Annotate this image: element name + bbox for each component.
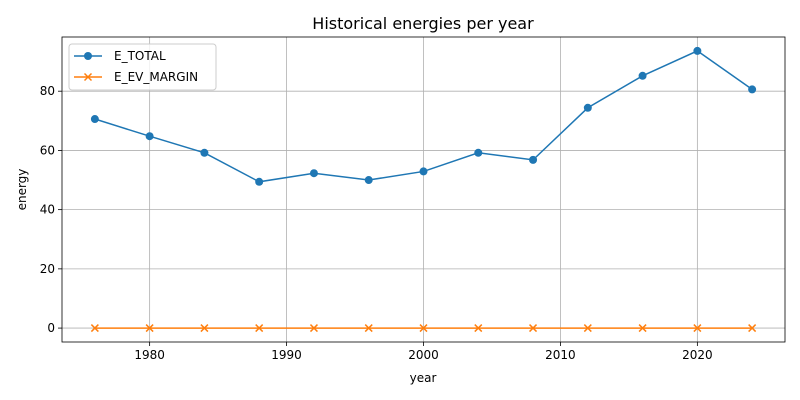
x-tick-label: 2020	[682, 348, 713, 362]
legend-box	[68, 43, 217, 91]
legend-marker	[83, 72, 93, 82]
y-tick-label: 80	[40, 84, 55, 98]
data-point-e-ev-margin	[200, 324, 209, 333]
chart-title: Historical energies per year	[312, 14, 534, 33]
data-point-e-ev-margin	[529, 324, 538, 333]
data-point-e-ev-margin	[693, 324, 702, 333]
data-point-e-total	[90, 115, 99, 124]
x-tick-label: 2000	[408, 348, 439, 362]
y-axis-ticks: 0 20 40 60 80	[40, 84, 62, 335]
data-point-e-total	[748, 85, 757, 94]
data-point-e-total	[309, 169, 318, 178]
x-axis-ticks: 1980 1990 2000 2010 2020	[134, 342, 713, 362]
y-tick-label: 0	[47, 321, 55, 335]
data-point-e-ev-margin	[309, 324, 318, 333]
legend-item-e-total: E_TOTAL	[74, 49, 166, 63]
data-point-e-total	[583, 103, 592, 112]
legend-label: E_EV_MARGIN	[114, 70, 198, 84]
legend-item-e-ev-margin: E_EV_MARGIN	[74, 70, 198, 84]
legend-label: E_TOTAL	[114, 49, 166, 63]
y-axis-label: energy	[15, 169, 29, 211]
y-tick-label: 40	[40, 203, 55, 217]
data-point-e-total	[529, 155, 538, 164]
data-point-e-total	[364, 176, 373, 185]
x-tick-label: 1980	[134, 348, 165, 362]
y-tick-label: 60	[40, 143, 55, 157]
legend: E_TOTAL E_EV_MARGIN	[68, 43, 217, 91]
x-axis-label: year	[410, 371, 437, 385]
data-point-e-total	[474, 148, 483, 157]
data-point-e-ev-margin	[474, 324, 483, 333]
data-point-e-total	[638, 71, 647, 80]
series-e-total	[90, 46, 757, 186]
data-point-e-total	[693, 46, 702, 55]
data-point-e-ev-margin	[419, 324, 428, 333]
data-point-e-total	[145, 132, 154, 141]
series-e-ev-margin	[90, 324, 757, 333]
data-point-e-ev-margin	[583, 324, 592, 333]
data-point-e-total	[419, 167, 428, 176]
series-layer	[90, 46, 757, 333]
data-point-e-ev-margin	[90, 324, 99, 333]
data-point-e-ev-margin	[145, 324, 154, 333]
x-tick-label: 2010	[545, 348, 576, 362]
data-point-e-ev-margin	[638, 324, 647, 333]
data-point-e-total	[255, 177, 264, 186]
y-tick-label: 20	[40, 262, 55, 276]
data-point-e-total	[200, 148, 209, 157]
data-point-e-ev-margin	[255, 324, 264, 333]
data-point-e-ev-margin	[364, 324, 373, 333]
x-tick-label: 1990	[271, 348, 302, 362]
legend-marker	[84, 52, 92, 60]
data-point-e-ev-margin	[748, 324, 757, 333]
